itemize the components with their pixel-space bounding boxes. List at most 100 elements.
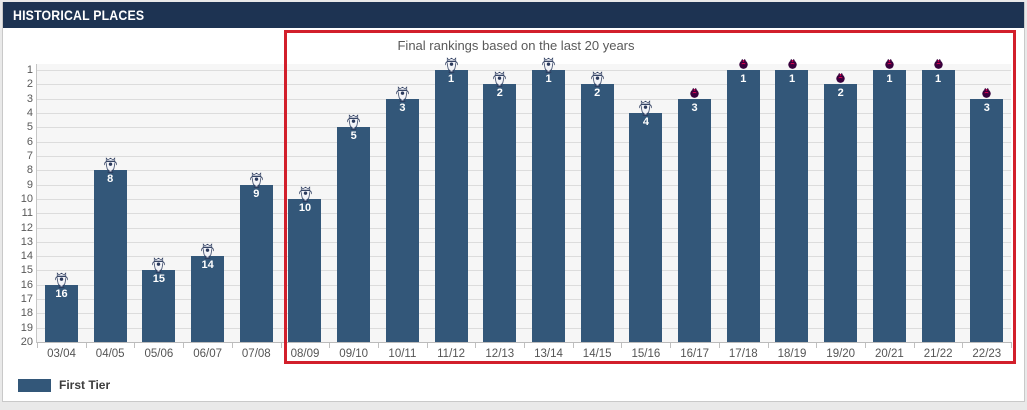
bar-14/15[interactable] <box>580 84 614 342</box>
gridline-rank-17 <box>37 299 1011 301</box>
bar-18/19[interactable] <box>775 70 809 342</box>
x-tick-label: 16/17 <box>680 348 709 360</box>
bar-12/13[interactable] <box>483 84 517 342</box>
bar-20/21[interactable] <box>872 70 906 342</box>
x-axis-tick <box>962 343 964 348</box>
x-tick-label: 06/07 <box>193 348 222 360</box>
plot-background <box>37 64 1011 342</box>
bar-value-label: 1 <box>740 73 747 85</box>
x-tick-label: 14/15 <box>582 348 612 360</box>
x-axis-line <box>37 342 1012 343</box>
classic-trophy-icon <box>378 85 427 102</box>
bar-16/17[interactable] <box>678 98 711 342</box>
bar-15/16[interactable] <box>629 112 663 342</box>
classic-trophy-icon <box>281 186 330 202</box>
classic-trophy-icon <box>524 57 573 73</box>
bar-03/04[interactable] <box>44 284 78 342</box>
bar-10/11[interactable] <box>385 98 419 342</box>
gridline-rank-7 <box>37 155 1011 157</box>
bar-08/09[interactable] <box>288 198 322 342</box>
lion-crest-icon <box>914 58 963 70</box>
classic-trophy-icon <box>475 71 524 88</box>
gridline-rank-3 <box>37 98 1011 100</box>
x-tick-label: 04/05 <box>95 348 125 360</box>
classic-trophy-icon <box>37 271 86 288</box>
x-axis-tick <box>231 343 233 348</box>
bar-value-label: 2 <box>594 87 601 100</box>
historical-places-panel: HISTORICAL PLACES 1 2 3 4 5 6 7 8 9 10 11 12 13 14 15 1… <box>2 2 1025 402</box>
lion-crest-icon <box>865 58 914 70</box>
lion-crest-icon <box>719 58 768 70</box>
x-tick-label: 09/10 <box>339 348 369 360</box>
legend-label: First Tier <box>59 378 111 392</box>
bar-value-label: 3 <box>399 101 406 114</box>
x-axis-tick <box>767 343 769 348</box>
bar-value-label: 15 <box>152 273 166 286</box>
y-tick-label: 2 <box>26 78 33 91</box>
lion-crest-icon <box>816 72 865 84</box>
bar-11/12[interactable] <box>434 70 468 342</box>
gridline-rank-16 <box>37 284 1011 286</box>
bar-06/07[interactable] <box>191 256 224 342</box>
bar-value-label: 2 <box>496 87 503 100</box>
x-tick-label: 05/06 <box>144 348 174 360</box>
gridline-rank-19 <box>37 327 1011 329</box>
chart-annotation: Final rankings based on the last 20 year… <box>397 38 635 53</box>
classic-trophy-icon <box>183 243 232 259</box>
bar-13/14[interactable] <box>531 70 565 342</box>
gridline-rank-11 <box>37 213 1011 215</box>
x-axis-tick <box>718 343 720 348</box>
x-axis-tick <box>572 343 574 348</box>
bar-21/22[interactable] <box>921 70 955 342</box>
gridline-rank-8 <box>37 170 1011 172</box>
x-axis-tick <box>670 343 672 348</box>
bar-chart: 1 2 3 4 5 6 7 8 9 10 11 12 13 14 15 16 17 18 19 20 16 03/04 8… <box>3 28 1026 373</box>
y-axis-line <box>36 64 37 343</box>
y-tick-label: 11 <box>21 207 33 220</box>
x-axis-tick <box>280 343 282 348</box>
bar-value-label: 16 <box>55 287 68 300</box>
gridline-rank-12 <box>37 227 1011 229</box>
x-axis-tick <box>864 343 866 348</box>
gridline-rank-9 <box>37 184 1011 186</box>
classic-trophy-icon <box>621 100 670 116</box>
gridline-rank-4 <box>37 112 1011 114</box>
classic-trophy-icon <box>232 171 281 188</box>
gridline-rank-1 <box>37 70 1011 71</box>
bar-07/08[interactable] <box>239 184 273 342</box>
bar-17/18[interactable] <box>726 70 760 342</box>
classic-trophy-icon <box>427 57 476 73</box>
y-tick-label: 3 <box>26 92 33 105</box>
y-tick-label: 7 <box>26 149 33 162</box>
bar-09/10[interactable] <box>337 127 371 342</box>
x-axis-tick <box>134 343 136 348</box>
gridline-rank-6 <box>37 141 1011 143</box>
bar-value-label: 14 <box>201 259 214 272</box>
classic-trophy-icon <box>329 114 378 131</box>
y-tick-label: 8 <box>26 164 33 177</box>
x-tick-label: 15/16 <box>631 348 661 360</box>
gridline-rank-13 <box>37 241 1011 243</box>
x-tick-label: 12/13 <box>485 348 515 360</box>
bar-04/05[interactable] <box>93 170 127 342</box>
x-tick-label: 17/18 <box>728 348 758 360</box>
x-axis-tick <box>183 343 185 348</box>
gridline-rank-10 <box>37 198 1011 200</box>
x-tick-label: 07/08 <box>241 348 271 360</box>
x-axis-tick <box>37 343 38 348</box>
x-tick-label: 20/21 <box>875 348 904 360</box>
x-tick-label: 08/09 <box>290 348 320 360</box>
bar-19/20[interactable] <box>824 84 858 342</box>
gridline-rank-14 <box>37 256 1011 258</box>
bar-22/23[interactable] <box>970 98 1004 342</box>
chart-legend: First Tier <box>18 378 110 392</box>
classic-trophy-icon <box>134 257 183 274</box>
y-tick-label: 18 <box>20 307 33 320</box>
bar-05/06[interactable] <box>142 270 176 342</box>
bar-value-label: 8 <box>107 173 114 186</box>
x-tick-label: 11/12 <box>437 348 466 360</box>
x-axis-tick <box>475 343 477 348</box>
x-axis-tick <box>329 343 331 348</box>
bar-value-label: 1 <box>886 73 893 85</box>
x-axis-tick <box>377 343 379 348</box>
